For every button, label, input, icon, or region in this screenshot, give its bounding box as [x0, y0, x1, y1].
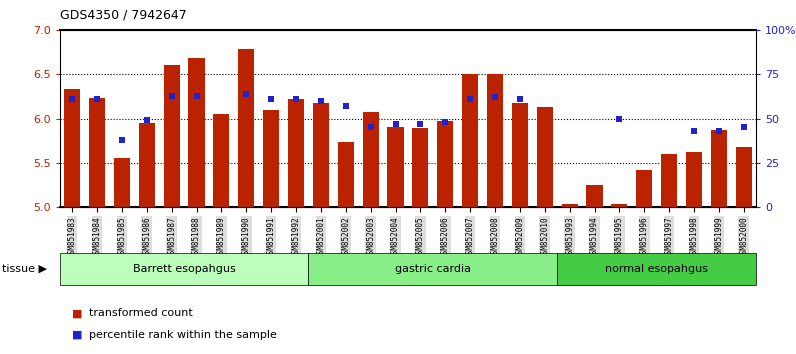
- Text: normal esopahgus: normal esopahgus: [605, 264, 708, 274]
- Bar: [462, 74, 478, 207]
- Bar: [313, 103, 329, 207]
- Text: Barrett esopahgus: Barrett esopahgus: [133, 264, 236, 274]
- Text: transformed count: transformed count: [89, 308, 193, 318]
- Bar: [89, 98, 105, 207]
- Bar: [636, 170, 653, 207]
- Text: gastric cardia: gastric cardia: [395, 264, 470, 274]
- Bar: [64, 89, 80, 207]
- Bar: [587, 185, 603, 207]
- Bar: [611, 204, 627, 207]
- Bar: [189, 58, 205, 207]
- Bar: [362, 112, 379, 207]
- Bar: [338, 142, 354, 207]
- Bar: [213, 114, 229, 207]
- Bar: [114, 159, 130, 207]
- Bar: [537, 107, 553, 207]
- Bar: [686, 152, 702, 207]
- Bar: [238, 48, 255, 207]
- Bar: [512, 103, 528, 207]
- Text: percentile rank within the sample: percentile rank within the sample: [89, 330, 277, 339]
- Bar: [263, 110, 279, 207]
- Bar: [163, 64, 180, 207]
- Bar: [661, 154, 677, 207]
- Text: tissue ▶: tissue ▶: [2, 264, 47, 274]
- Bar: [139, 123, 155, 207]
- Text: ■: ■: [72, 330, 82, 339]
- Bar: [736, 147, 752, 207]
- Bar: [561, 204, 578, 207]
- Bar: [711, 130, 727, 207]
- Bar: [487, 74, 503, 207]
- Text: GDS4350 / 7942647: GDS4350 / 7942647: [60, 9, 186, 22]
- Bar: [388, 127, 404, 207]
- Text: ■: ■: [72, 308, 82, 318]
- Bar: [412, 128, 428, 207]
- Bar: [288, 99, 304, 207]
- Bar: [437, 121, 454, 207]
